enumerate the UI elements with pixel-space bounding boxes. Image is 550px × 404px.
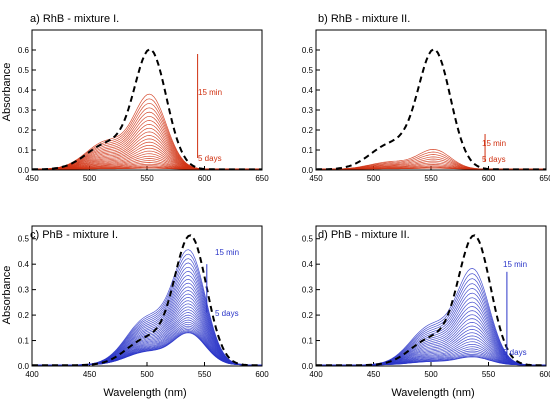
panel-a-series-line (31, 102, 262, 170)
panel-c-xlabel: Wavelength (nm) (103, 387, 186, 399)
panel-a-xtick-label: 600 (198, 174, 212, 183)
panel-b-ytick-label: 0.6 (302, 46, 314, 55)
panel-c-series-line (32, 332, 262, 366)
panel-b-ytick-label: 0.2 (302, 126, 314, 135)
panel-d-annot-top: 15 min (503, 260, 527, 269)
panel-c-plot-area: 400 450 500 550 600 0.0 0.1 0.2 0.3 0.4 0.5 (18, 225, 269, 379)
panel-b-annot-bottom: 5 days (482, 155, 506, 164)
panel-b-ytick-label: 0.5 (302, 66, 314, 75)
panel-a-xtick-label: 650 (255, 174, 269, 183)
panel-a-reference-dashed (31, 48, 262, 171)
panel-b-reference-dashed (315, 48, 546, 171)
panel-d-xtick-label: 500 (424, 370, 438, 379)
panel-b-xtick-label: 500 (367, 174, 381, 183)
panel-a-xtick-label: 550 (140, 174, 154, 183)
panel-d-reference-dashed (316, 234, 546, 367)
panel-a-ylabel: Absorbance (1, 63, 13, 122)
panel-c-title: c) PhB - mixture I. (30, 229, 118, 241)
panel-d-xtick-label: 600 (539, 370, 550, 379)
panel-d-xtick-label: 550 (482, 370, 496, 379)
panel-c-annot-bottom: 5 days (215, 309, 239, 318)
panel-b-ytick-label: 0.3 (302, 106, 314, 115)
panel-a-ytick-label: 0.1 (18, 146, 30, 155)
panel-d-xtick-label: 400 (309, 370, 323, 379)
panel-a-annot-bottom: 5 days (198, 154, 222, 163)
panel-a-plot-area: 450 500 550 600 650 0.0 0.1 0.2 0.3 0.4 0.5 0.6 (18, 29, 269, 183)
panel-c-series-line (32, 282, 262, 366)
panel-b: 450 500 550 600 650 0.0 0.1 0.2 0.3 0.4 0.5 0.6 b) … (302, 13, 550, 183)
panel-a-xtick-label: 450 (25, 174, 39, 183)
panel-b-plot-area: 450 500 550 600 650 0.0 0.1 0.2 0.3 0.4 0.5 0.6 (302, 29, 550, 183)
panel-d-xlabel: Wavelength (nm) (391, 387, 474, 399)
panel-a-ytick-label: 0.2 (18, 126, 30, 135)
panel-d-annot-bottom: 5 days (503, 348, 527, 357)
panel-c-ytick-label: 0.4 (18, 260, 30, 269)
panel-c-ytick-label: 0.5 (18, 235, 30, 244)
panel-a-series-line (31, 93, 262, 170)
panel-a-series-line (32, 120, 262, 170)
panel-d-ytick-label: 0.1 (302, 337, 314, 346)
panel-b-xtick-label: 450 (309, 174, 323, 183)
panel-c-xtick-label: 600 (255, 370, 269, 379)
panel-d-xtick-label: 450 (367, 370, 381, 379)
panel-c-annot-top: 15 min (215, 248, 239, 257)
panel-a-ytick-label: 0.5 (18, 66, 30, 75)
panel-c-xtick-label: 450 (83, 370, 97, 379)
panel-c-series-line (32, 278, 262, 366)
panel-d-series-line (316, 356, 546, 366)
panel-b-ytick-label: 0.4 (302, 86, 314, 95)
panel-a-xtick-label: 500 (83, 174, 97, 183)
panel-a-title: a) RhB - mixture I. (30, 13, 119, 25)
panel-d-title: d) PhB - mixture II. (318, 229, 410, 241)
panel-d-ytick-label: 0.5 (302, 235, 314, 244)
panel-c-ytick-label: 0.3 (18, 286, 30, 295)
panel-c: 400 450 500 550 600 0.0 0.1 0.2 0.3 0.4 0.5 c) PhB… (1, 225, 269, 399)
panel-a-ytick-label: 0.3 (18, 106, 30, 115)
panel-b-xtick-label: 600 (482, 174, 496, 183)
panel-c-ytick-label: 0.2 (18, 311, 30, 320)
panel-a-series-line (32, 131, 262, 170)
panel-b-ytick-label: 0.1 (302, 146, 314, 155)
panel-c-xtick-label: 400 (25, 370, 39, 379)
panel-a-ytick-label: 0.4 (18, 86, 30, 95)
panel-c-series-line (32, 286, 262, 366)
panel-a-ytick-label: 0.0 (18, 166, 30, 175)
panel-a: 450 500 550 600 650 0.0 0.1 0.2 0.3 0.4 0.5 0.6 a) … (1, 13, 269, 183)
panel-a-ytick-label: 0.6 (18, 46, 30, 55)
panel-c-series-line (32, 290, 262, 366)
panel-c-ytick-label: 0.1 (18, 337, 30, 346)
panel-b-annot-top: 15 min (482, 139, 506, 148)
panel-b-xtick-label: 550 (424, 174, 438, 183)
panel-d-ytick-label: 0.0 (302, 362, 314, 371)
panel-d-plot-area: 400 450 500 550 600 0.0 0.1 0.2 0.3 0.4 0.5 (302, 225, 550, 379)
panel-a-annot-top: 15 min (198, 88, 222, 97)
panel-d: 400 450 500 550 600 0.0 0.1 0.2 0.3 0.4 0.5 d) PhB… (302, 225, 550, 399)
panel-c-xtick-label: 550 (198, 370, 212, 379)
panel-b-xtick-label: 650 (539, 174, 550, 183)
panel-b-title: b) RhB - mixture II. (318, 13, 410, 25)
panel-c-ytick-label: 0.0 (18, 362, 30, 371)
panel-d-ytick-label: 0.2 (302, 311, 314, 320)
panel-b-ytick-label: 0.0 (302, 166, 314, 175)
panel-c-reference-dashed (32, 234, 262, 367)
panel-c-ylabel: Absorbance (1, 266, 13, 325)
panel-c-series-line (32, 275, 262, 366)
panel-d-ytick-label: 0.3 (302, 286, 314, 295)
panel-d-ytick-label: 0.4 (302, 260, 314, 269)
panel-c-xtick-label: 500 (140, 370, 154, 379)
